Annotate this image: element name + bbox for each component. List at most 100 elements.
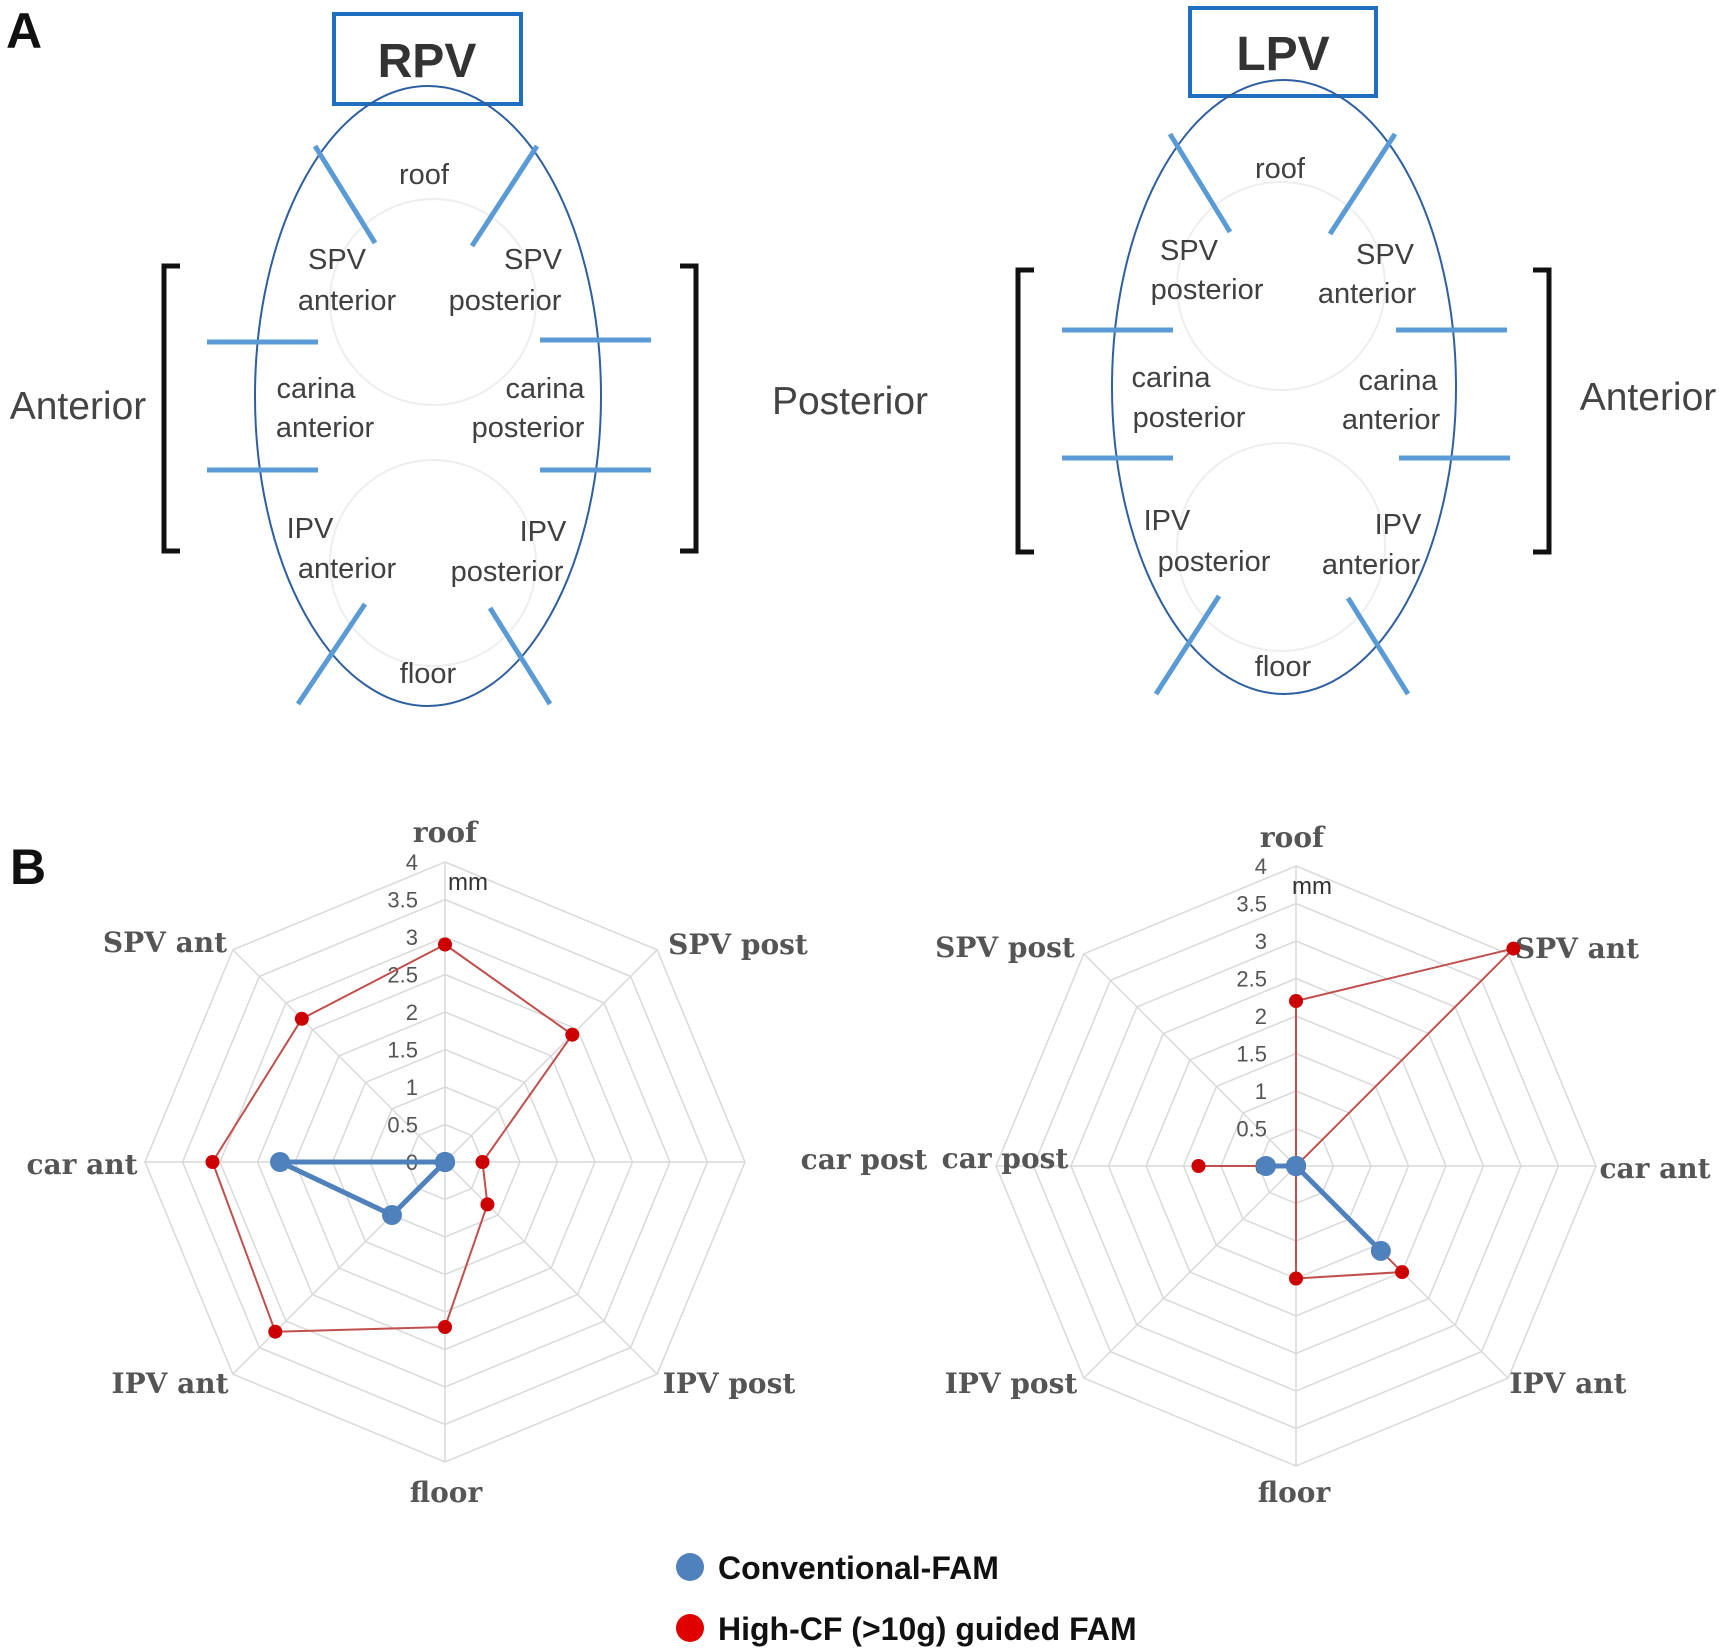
legend-label-high-cf: High-CF (>10g) guided FAM	[718, 1611, 1137, 1647]
rpv-label-ipv-anterior-1: IPV	[287, 513, 334, 545]
rpv-label-floor: floor	[400, 658, 457, 690]
rpv-boundary-roof-right	[469, 144, 540, 248]
rpv-side-label-right: Posterior	[772, 380, 928, 423]
lpv-unit-label: mm	[1292, 873, 1332, 900]
rpv-axis-label-ipv-ant: IPV ant	[111, 1367, 228, 1400]
rpv-unit-label: mm	[448, 869, 488, 896]
rpv-label-ipv-anterior-2: anterior	[298, 553, 397, 585]
rpv-axis-label-roof: roof	[413, 816, 479, 849]
rpv-label-carina-posterior-2: posterior	[472, 412, 585, 444]
lpv-point-conventional-spv-post	[1286, 1156, 1306, 1176]
lpv-segment-boundaries	[1062, 132, 1510, 696]
rpv-axis-label-ipv-post: IPV post	[663, 1367, 796, 1400]
rpv-side-label-left: Anterior	[10, 385, 147, 428]
rpv-spoke-spv-ant	[232, 949, 446, 1163]
rpv-tick-label: 2	[406, 1000, 418, 1025]
rpv-label-spv-posterior-1: SPV	[504, 244, 563, 276]
lpv-label-spv-anterior-2: anterior	[1318, 278, 1417, 310]
lpv-tick-label: 1	[1255, 1079, 1267, 1104]
lpv-axis-label-spv-ant: SPV ant	[1515, 932, 1639, 965]
lpv-point-high-cf-spv-ant	[1506, 941, 1521, 956]
lpv-point-conventional-car-post	[1256, 1156, 1276, 1176]
rpv-axis-label-floor: floor	[410, 1476, 484, 1509]
rpv-spoke-spv-post	[444, 949, 658, 1163]
legend-marker-high-cf	[676, 1614, 704, 1642]
lpv-side-label-right: Anterior	[1580, 376, 1717, 419]
rpv-point-high-cf-car-ant	[205, 1155, 220, 1169]
lpv-label-spv-posterior-1: SPV	[1160, 235, 1219, 267]
rpv-label-spv-anterior-2: anterior	[298, 285, 397, 317]
rpv-point-conventional-car-ant	[270, 1152, 290, 1172]
rpv-title: RPV	[378, 35, 477, 88]
lpv-tick-label: 2	[1255, 1004, 1267, 1029]
rpv-label-ipv-posterior-2: posterior	[451, 556, 564, 588]
rpv-axis-label-spv-ant: SPV ant	[103, 926, 227, 959]
rpv-left-bracket	[161, 263, 180, 554]
lpv-tick-label: 1.5	[1236, 1042, 1267, 1067]
legend: Conventional-FAM High-CF (>10g) guided F…	[676, 1550, 1137, 1647]
lpv-right-bracket	[1533, 267, 1552, 555]
lpv-axis-label-floor: floor	[1258, 1476, 1332, 1509]
rpv-point-high-cf-spv-ant	[294, 1011, 309, 1026]
rpv-axis-label-car-post: car post	[801, 1143, 928, 1176]
rpv-spv-circle	[329, 198, 537, 406]
rpv-label-carina-anterior-1: carina	[277, 373, 357, 405]
lpv-label-carina-anterior-2: anterior	[1342, 404, 1441, 436]
lpv-label-ipv-anterior-1: IPV	[1375, 509, 1422, 541]
lpv-tick-label: 0.5	[1236, 1117, 1267, 1142]
legend-marker-conventional	[676, 1553, 704, 1581]
rpv-tick-label: 3	[406, 925, 418, 950]
lpv-point-high-cf-car-post	[1191, 1159, 1206, 1173]
rpv-spoke-ipv-post	[444, 1161, 658, 1375]
lpv-point-high-cf-roof	[1289, 994, 1303, 1008]
rpv-tick-label: 1	[406, 1075, 418, 1100]
rpv-title-box	[332, 12, 523, 106]
lpv-axis-label-roof: roof	[1260, 821, 1326, 854]
rpv-tick-label: 0.5	[387, 1113, 418, 1138]
rpv-point-high-cf-ipv-post	[480, 1197, 495, 1212]
lpv-tick-label: 3	[1255, 929, 1267, 954]
lpv-title-box	[1188, 6, 1378, 98]
lpv-diagram: LPV roof SPV posterior SPV anterior cari…	[1015, 6, 1717, 696]
lpv-point-conventional-ipv-ant	[1370, 1240, 1391, 1261]
lpv-axis-label-ipv-post: IPV post	[945, 1367, 1078, 1400]
lpv-label-ipv-posterior-2: posterior	[1158, 546, 1271, 578]
rpv-segment-boundaries	[207, 144, 651, 706]
panel-b-letter: B	[10, 839, 46, 895]
rpv-ipv-circle	[329, 459, 537, 667]
lpv-axis-label-spv-post: SPV post	[935, 931, 1075, 964]
lpv-label-ipv-posterior-1: IPV	[1144, 505, 1191, 537]
lpv-title: LPV	[1236, 28, 1329, 81]
lpv-spoke-spv-post	[1083, 953, 1297, 1167]
rpv-label-spv-posterior-2: posterior	[449, 285, 562, 317]
rpv-label-ipv-posterior-1: IPV	[520, 516, 567, 548]
lpv-boundary-floor-left	[1153, 594, 1222, 696]
rpv-boundary-roof-left	[312, 144, 378, 245]
legend-label-conventional: Conventional-FAM	[718, 1550, 999, 1586]
rpv-boundary-floor-right	[487, 606, 553, 706]
lpv-vein-ostium-oval	[1111, 79, 1457, 695]
rpv-vein-ostium-oval	[254, 85, 602, 707]
rpv-boundary-floor-left	[295, 602, 368, 706]
rpv-point-high-cf-car-post	[475, 1155, 490, 1169]
rpv-label-carina-posterior-1: carina	[506, 373, 586, 405]
lpv-axis-label-ipv-ant: IPV ant	[1509, 1367, 1626, 1400]
lpv-boundary-floor-right	[1345, 596, 1411, 696]
lpv-point-high-cf-floor	[1289, 1271, 1303, 1286]
rpv-point-high-cf-roof	[438, 937, 452, 952]
lpv-boundary-roof-right	[1327, 132, 1398, 236]
rpv-label-carina-anterior-2: anterior	[276, 412, 375, 444]
rpv-point-conventional-ipv-ant	[381, 1205, 402, 1226]
lpv-label-carina-posterior-1: carina	[1132, 362, 1212, 394]
rpv-point-high-cf-ipv-ant	[268, 1324, 283, 1339]
rpv-tick-label: 4	[406, 850, 418, 875]
rpv-label-roof: roof	[399, 159, 450, 191]
lpv-label-ipv-anterior-2: anterior	[1322, 549, 1421, 581]
lpv-axis-label-car-ant: car ant	[1599, 1152, 1710, 1185]
lpv-tick-label: 3.5	[1236, 892, 1267, 917]
rpv-point-high-cf-spv-post	[565, 1027, 580, 1042]
rpv-label-spv-anterior-1: SPV	[308, 244, 367, 276]
